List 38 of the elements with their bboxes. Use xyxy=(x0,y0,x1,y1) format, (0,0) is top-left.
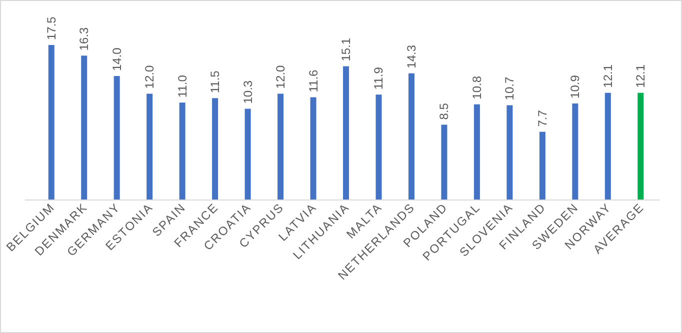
data-label: 16.3 xyxy=(77,26,92,51)
data-label: 8.5 xyxy=(437,102,452,120)
bar xyxy=(572,103,578,200)
data-label: 10.7 xyxy=(502,76,517,100)
data-label: 17.5 xyxy=(44,16,58,40)
data-label: 12.0 xyxy=(142,65,157,89)
data-label: 7.7 xyxy=(535,110,550,127)
data-label: 10.3 xyxy=(240,80,255,104)
bar xyxy=(244,108,251,200)
bar xyxy=(604,92,611,200)
bar xyxy=(146,94,153,200)
bar xyxy=(441,124,448,200)
bar xyxy=(81,56,88,200)
bar xyxy=(408,73,414,200)
data-label: 14.3 xyxy=(404,44,418,68)
data-label: 12.1 xyxy=(600,64,615,88)
data-label: 12.1 xyxy=(634,64,648,88)
data-label: 11.6 xyxy=(306,69,320,92)
bar xyxy=(48,45,54,200)
data-label: 11.9 xyxy=(372,66,386,90)
bar xyxy=(212,98,218,200)
bar xyxy=(114,76,120,200)
data-label: 10.8 xyxy=(470,76,484,100)
bar xyxy=(638,92,644,200)
bar xyxy=(474,104,480,200)
data-label: 15.1 xyxy=(339,38,353,62)
data-label: 12.0 xyxy=(274,65,288,89)
bar xyxy=(539,132,546,200)
data-label: 11.0 xyxy=(175,74,190,98)
bar xyxy=(343,66,349,200)
bar xyxy=(506,105,513,200)
bar xyxy=(278,94,284,200)
bar xyxy=(310,97,316,200)
bar xyxy=(179,102,186,200)
data-label: 11.5 xyxy=(208,70,222,94)
data-label: 14.0 xyxy=(110,47,124,71)
bar xyxy=(376,94,382,200)
data-label: 10.9 xyxy=(568,74,582,98)
